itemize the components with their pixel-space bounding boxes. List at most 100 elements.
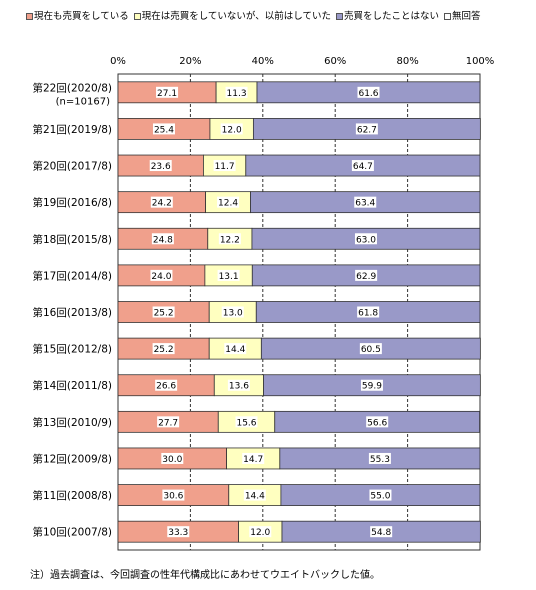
data-label-bg — [243, 489, 266, 501]
data-label: 56.6 — [367, 418, 387, 428]
data-label: 55.0 — [370, 492, 390, 502]
data-label: 15.6 — [236, 418, 256, 428]
data-label: 55.3 — [370, 455, 390, 465]
data-label: 60.5 — [361, 345, 381, 355]
x-tick-label: 100% — [466, 56, 495, 67]
legend: 現在も売買をしている 現在は売買をしていないが、以前はしていた 売買をしたことはない… — [26, 8, 486, 22]
data-label: 24.8 — [153, 235, 173, 245]
legend-item: 売買をしたことはない — [335, 8, 439, 22]
x-tick-label: 0% — [110, 56, 126, 67]
legend-label: 無回答 — [451, 11, 481, 22]
category-label: 第22回(2020/8) — [33, 81, 113, 94]
data-label: 26.6 — [156, 382, 176, 392]
legend-label: 売買をしたことはない — [343, 11, 439, 22]
data-label: 64.7 — [353, 162, 373, 172]
data-label-bg — [220, 123, 243, 135]
data-label: 12.2 — [220, 235, 240, 245]
legend-item: 無回答 — [443, 8, 481, 22]
data-label-bg — [217, 196, 240, 208]
data-label: 14.4 — [245, 492, 265, 502]
data-label: 62.9 — [356, 272, 376, 282]
data-label-bg — [354, 233, 377, 245]
category-label: 第18回(2015/8) — [33, 233, 113, 246]
data-label-bg — [359, 343, 382, 355]
data-label-bg — [235, 416, 258, 428]
category-label: 第13回(2010/9) — [33, 416, 113, 429]
data-label-bg — [355, 269, 378, 281]
data-label: 13.0 — [223, 309, 243, 319]
data-label-bg — [162, 489, 185, 501]
legend-item: 現在は売買をしていないが、以前はしていた — [133, 8, 331, 22]
data-label: 30.6 — [163, 492, 183, 502]
category-label: 第10回(2007/8) — [33, 526, 113, 539]
data-label: 62.7 — [357, 125, 377, 135]
footnote: 注）過去調査は、今回調査の性年代構成比にあわせてウエイトバックした値。 — [30, 570, 380, 581]
legend-item: 現在も売買をしている — [26, 8, 129, 22]
data-label: 27.1 — [157, 89, 177, 99]
data-label-bg — [155, 379, 178, 391]
data-label-bg — [152, 343, 175, 355]
data-label-bg — [351, 160, 374, 172]
data-label: 33.3 — [168, 528, 188, 538]
legend-label: 現在は売買をしていないが、以前はしていた — [141, 11, 331, 22]
data-label-bg — [167, 526, 190, 538]
data-label: 13.1 — [219, 272, 239, 282]
category-label: 第12回(2009/8) — [33, 452, 113, 465]
category-label: 第11回(2008/8) — [33, 489, 113, 502]
data-label: 25.4 — [154, 125, 174, 135]
legend-label: 現在も売買をしている — [34, 11, 129, 22]
x-tick-label: 20% — [179, 56, 201, 67]
x-tick-label: 60% — [324, 56, 346, 67]
data-label: 11.3 — [227, 89, 247, 99]
data-label: 25.2 — [154, 309, 174, 319]
data-label-bg — [152, 306, 175, 318]
data-label-bg — [249, 526, 272, 538]
data-label: 14.7 — [243, 455, 263, 465]
data-label-bg — [213, 160, 236, 172]
data-label: 30.0 — [162, 455, 182, 465]
data-label: 61.8 — [358, 309, 378, 319]
data-label: 13.6 — [229, 382, 249, 392]
data-label-bg — [370, 526, 393, 538]
category-label: 第16回(2013/8) — [33, 306, 113, 319]
data-label: 12.4 — [218, 199, 238, 209]
data-label-bg — [242, 452, 265, 464]
data-label: 63.4 — [355, 199, 375, 209]
data-label: 24.0 — [151, 272, 171, 282]
data-label-bg — [218, 233, 241, 245]
data-label-bg — [357, 86, 380, 98]
legend-swatch — [443, 13, 451, 20]
legend-swatch — [335, 13, 343, 20]
data-label-bg — [149, 160, 172, 172]
data-label-bg — [157, 416, 180, 428]
data-label-bg — [161, 452, 184, 464]
data-label: 59.9 — [362, 382, 382, 392]
data-label-bg — [224, 343, 247, 355]
data-label: 14.4 — [225, 345, 245, 355]
category-label: 第17回(2014/8) — [33, 269, 113, 282]
data-label: 23.6 — [151, 162, 171, 172]
data-label: 54.8 — [371, 528, 391, 538]
data-label: 12.0 — [222, 125, 242, 135]
x-tick-label: 40% — [252, 56, 274, 67]
data-label: 63.0 — [356, 235, 376, 245]
data-label: 61.6 — [358, 89, 378, 99]
legend-swatch — [133, 13, 141, 20]
category-label: 第14回(2011/8) — [33, 379, 113, 392]
data-label-bg — [156, 86, 179, 98]
data-label-bg — [150, 269, 173, 281]
data-label-bg — [360, 379, 383, 391]
data-label-bg — [357, 306, 380, 318]
category-label: 第20回(2017/8) — [33, 160, 113, 173]
data-label-bg — [368, 452, 391, 464]
category-label: 第19回(2016/8) — [33, 196, 113, 209]
data-label-bg — [152, 123, 175, 135]
data-label: 24.2 — [152, 199, 172, 209]
category-label: 第15回(2012/8) — [33, 343, 113, 356]
data-label: 25.2 — [154, 345, 174, 355]
data-label-bg — [225, 86, 248, 98]
data-label-bg — [150, 196, 173, 208]
data-label: 12.0 — [250, 528, 270, 538]
data-label-bg — [369, 489, 392, 501]
